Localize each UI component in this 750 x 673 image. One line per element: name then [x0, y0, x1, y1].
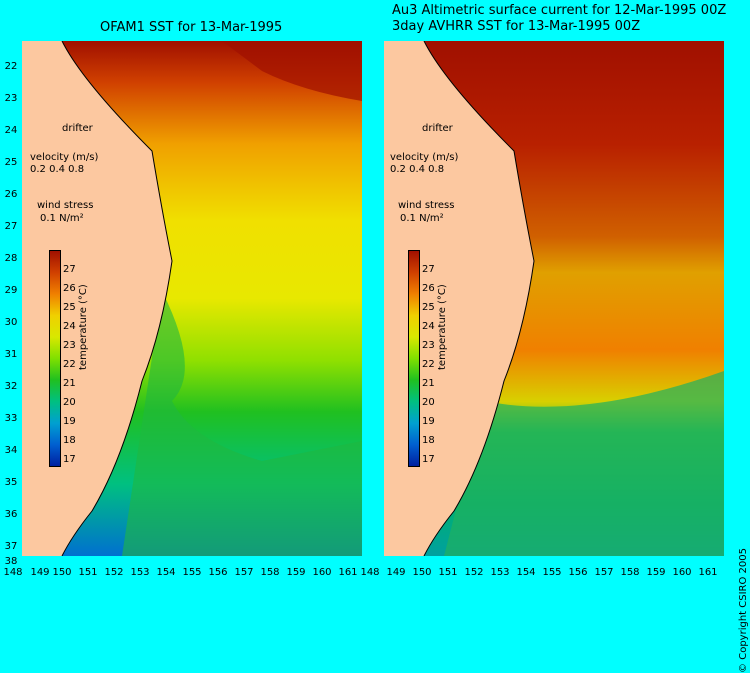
lon-label: 154	[156, 567, 176, 578]
lon-label: 159	[286, 567, 306, 578]
lat-label: 32	[4, 381, 18, 392]
right-map-title-line2: 3day AVHRR SST for 13-Mar-1995 00Z	[392, 19, 641, 34]
lat-label: 25	[4, 157, 18, 168]
cb-tick: 17	[422, 454, 435, 465]
cb-tick: 27	[63, 264, 76, 275]
lon-label: 160	[672, 567, 692, 578]
wind-stress-value: 0.1 N/m²	[400, 213, 444, 224]
lon-label: 158	[260, 567, 280, 578]
cb-tick: 21	[422, 378, 435, 389]
cb-tick: 23	[422, 340, 435, 351]
lat-label: 34	[4, 445, 18, 456]
lat-label: 31	[4, 349, 18, 360]
lon-label: 152	[464, 567, 484, 578]
lon-label: 148	[360, 567, 380, 578]
lat-label: 27	[4, 221, 18, 232]
lon-label: 157	[594, 567, 614, 578]
lat-label: 33	[4, 413, 18, 424]
lon-label: 156	[208, 567, 228, 578]
copyright-notice: © Copyright CSIRO 2005	[738, 548, 749, 673]
left-sst-map	[22, 41, 362, 556]
lon-label: 161	[338, 567, 358, 578]
lat-label: 30	[4, 317, 18, 328]
cb-tick: 24	[422, 321, 435, 332]
cb-tick: 22	[63, 359, 76, 370]
lon-label: 152	[104, 567, 124, 578]
lon-label: 159	[646, 567, 666, 578]
right-colorbar	[408, 250, 420, 467]
lon-label: 158	[620, 567, 640, 578]
lon-label: 153	[490, 567, 510, 578]
lat-label: 28	[4, 253, 18, 264]
lon-label: 160	[312, 567, 332, 578]
lon-label: 150	[412, 567, 432, 578]
right-colorbar-title: temperature (°C)	[437, 284, 448, 370]
lon-label: 155	[182, 567, 202, 578]
cb-tick: 21	[63, 378, 76, 389]
lon-label: 149	[386, 567, 406, 578]
wind-stress-value: 0.1 N/m²	[40, 213, 84, 224]
left-colorbar-title: temperature (°C)	[78, 284, 89, 370]
right-sst-map	[384, 41, 724, 556]
cb-tick: 18	[63, 435, 76, 446]
lat-label: 37	[4, 541, 18, 552]
lat-label: 35	[4, 477, 18, 488]
lon-label: 153	[130, 567, 150, 578]
lon-label: 150	[52, 567, 72, 578]
lat-label: 24	[4, 125, 18, 136]
cb-tick: 22	[422, 359, 435, 370]
cb-tick: 20	[422, 397, 435, 408]
cb-tick: 19	[422, 416, 435, 427]
lat-label: 22	[4, 61, 18, 72]
lon-label: 155	[542, 567, 562, 578]
lat-label: 29	[4, 285, 18, 296]
lon-label: 154	[516, 567, 536, 578]
cb-tick: 20	[63, 397, 76, 408]
cb-tick: 25	[63, 302, 76, 313]
wind-stress-label: wind stress	[398, 200, 455, 211]
cb-tick: 23	[63, 340, 76, 351]
cb-tick: 24	[63, 321, 76, 332]
cb-tick: 17	[63, 454, 76, 465]
lon-label: 149	[30, 567, 50, 578]
lat-label: 23	[4, 93, 18, 104]
lat-label: 36	[4, 509, 18, 520]
velocity-scale: 0.2 0.4 0.8	[390, 164, 445, 175]
right-map-title-line1: Au3 Altimetric surface current for 12-Ma…	[392, 3, 727, 18]
drifter-label: drifter	[422, 123, 453, 134]
cb-tick: 18	[422, 435, 435, 446]
velocity-scale: 0.2 0.4 0.8	[30, 164, 85, 175]
lon-label: 161	[698, 567, 718, 578]
cb-tick: 19	[63, 416, 76, 427]
drifter-label: drifter	[62, 123, 93, 134]
lon-label: 157	[234, 567, 254, 578]
left-map-title: OFAM1 SST for 13-Mar-1995	[100, 20, 283, 35]
cb-tick: 25	[422, 302, 435, 313]
velocity-label: velocity (m/s)	[390, 152, 459, 163]
lon-label: 156	[568, 567, 588, 578]
velocity-label: velocity (m/s)	[30, 152, 99, 163]
left-colorbar	[49, 250, 61, 467]
lat-label: 38	[4, 556, 18, 567]
lon-label: 151	[438, 567, 458, 578]
cb-tick: 26	[63, 283, 76, 294]
cb-tick: 26	[422, 283, 435, 294]
lon-label: 151	[78, 567, 98, 578]
cb-tick: 27	[422, 264, 435, 275]
lat-label: 26	[4, 189, 18, 200]
wind-stress-label: wind stress	[37, 200, 94, 211]
lon-label: 148	[3, 567, 23, 578]
